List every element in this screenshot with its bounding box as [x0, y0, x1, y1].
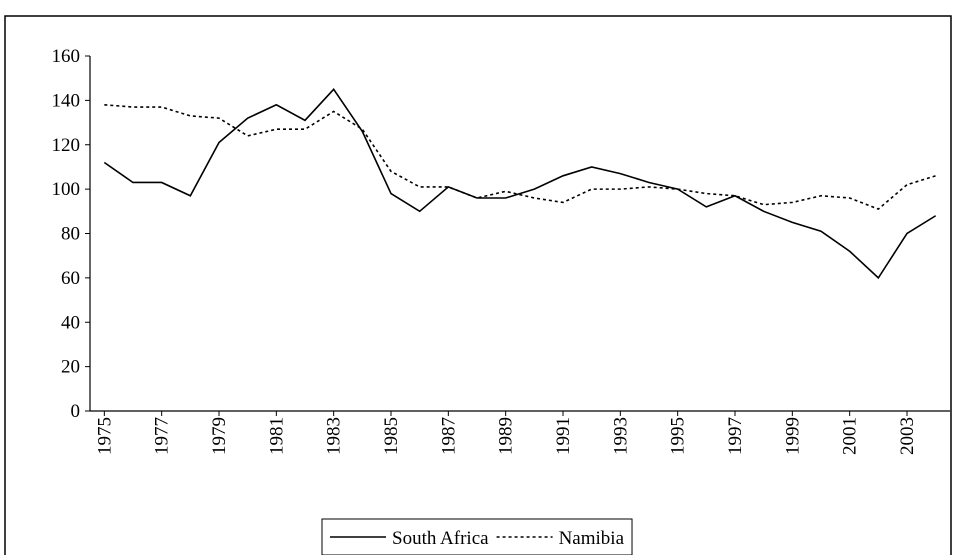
x-tick-label: 2001	[840, 417, 861, 455]
y-tick-label: 20	[61, 357, 80, 378]
legend-label: Namibia	[559, 528, 625, 549]
x-tick-label: 1995	[668, 417, 689, 455]
x-tick-label: 1985	[381, 417, 402, 455]
series-line	[103, 87, 937, 280]
x-tick-label: 1977	[152, 417, 173, 455]
x-tick-label: 2003	[897, 417, 918, 455]
x-tick-label: 1979	[209, 417, 230, 455]
series-line	[104, 104, 936, 211]
x-tick-label: 1987	[438, 417, 459, 455]
y-tick-label: 140	[52, 90, 81, 111]
x-tick-label: 1991	[553, 417, 574, 455]
y-tick-label: 60	[61, 268, 80, 289]
x-tick-label: 1999	[782, 417, 803, 455]
x-tick-label: 1989	[496, 417, 517, 455]
y-tick-label: 120	[52, 135, 81, 156]
y-tick-label: 160	[52, 46, 81, 67]
y-tick-label: 80	[61, 224, 80, 245]
y-tick-label: 100	[52, 179, 81, 200]
legend: South Africa Namibia	[321, 518, 633, 556]
x-tick-label: 1975	[94, 417, 115, 455]
y-tick-label: 0	[71, 401, 81, 422]
y-tick-label: 40	[61, 312, 80, 333]
x-tick-label: 1993	[610, 417, 631, 455]
chart-frame	[4, 15, 952, 560]
x-tick-label: 1981	[266, 417, 287, 455]
x-tick-label: 1983	[324, 417, 345, 455]
legend-label: South Africa	[392, 528, 489, 549]
x-tick-label: 1997	[725, 417, 746, 455]
